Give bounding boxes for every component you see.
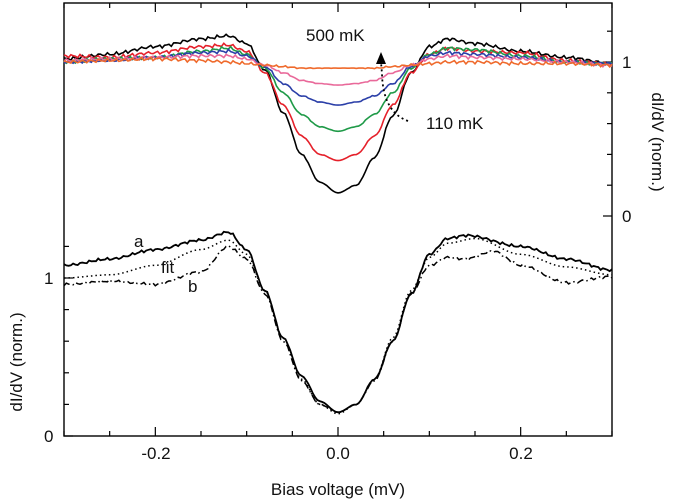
top-panel-series xyxy=(63,33,613,194)
bottom-ytick-label-1: 1 xyxy=(44,269,53,288)
top-series-line-1 xyxy=(63,42,613,162)
xtick-label-neg02: -0.2 xyxy=(141,444,170,463)
annotation-110mk: 110 mK xyxy=(426,114,484,133)
xtick-label-0: 0.0 xyxy=(326,444,350,463)
temperature-arrow xyxy=(380,61,409,122)
bottom-series-line-b xyxy=(63,244,613,414)
annotation-500mk: 500 mK xyxy=(306,26,365,45)
annotation-b: b xyxy=(188,277,197,296)
top-series-line-2 xyxy=(63,45,612,133)
xlabel: Bias voltage (mV) xyxy=(271,480,405,499)
bottom-series-line-a xyxy=(63,230,613,414)
top-ytick-label-1: 1 xyxy=(622,53,631,72)
top-series-line-0 xyxy=(63,33,613,194)
annotation-a: a xyxy=(134,232,144,251)
top-ytick-label-0: 0 xyxy=(622,207,631,226)
bottom-series-line-fit xyxy=(64,237,612,415)
bottom-ytick-label-0: 0 xyxy=(44,427,53,446)
annotation-fit: fit xyxy=(161,258,175,277)
tick-marks xyxy=(63,3,613,437)
bottom-ylabel: dI/dV (norm.) xyxy=(7,312,26,411)
arrow-head xyxy=(376,52,386,64)
bottom-panel-series xyxy=(63,230,613,415)
top-series-line-5 xyxy=(63,56,613,70)
xtick-label-02: 0.2 xyxy=(509,444,533,463)
top-ylabel: dI/dV (norm.) xyxy=(648,92,667,191)
